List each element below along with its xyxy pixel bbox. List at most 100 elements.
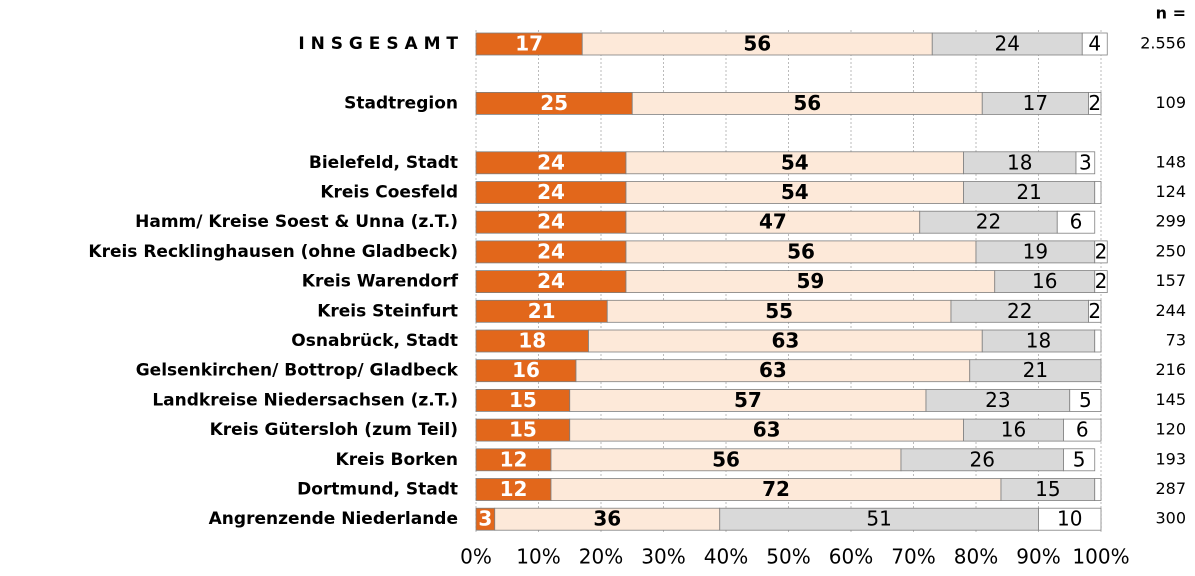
- value-label: 3: [1079, 150, 1092, 174]
- value-label: 47: [759, 210, 787, 234]
- value-label: 63: [771, 329, 799, 353]
- category-label: Bielefeld, Stadt: [309, 153, 458, 173]
- value-label: 2: [1088, 91, 1101, 115]
- n-value: 120: [1155, 420, 1186, 439]
- value-label: 15: [509, 418, 537, 442]
- value-label: 2: [1095, 239, 1108, 263]
- value-label: 6: [1076, 418, 1089, 442]
- category-label: Kreis Steinfurt: [317, 301, 458, 321]
- bar-segment: [1063, 418, 1102, 442]
- value-label: 5: [1079, 388, 1092, 412]
- value-label: 16: [512, 358, 540, 382]
- value-label: 57: [734, 388, 762, 412]
- value-label: 19: [1023, 239, 1048, 263]
- value-label: 2: [1088, 299, 1101, 323]
- bar-segment: [1038, 507, 1102, 531]
- bar-segment: [969, 359, 1102, 383]
- value-label: 2: [1095, 269, 1108, 293]
- value-label: 17: [1023, 91, 1048, 115]
- n-value: 299: [1155, 212, 1186, 231]
- value-label: 12: [500, 477, 528, 501]
- x-tick-label: 70%: [891, 545, 935, 569]
- n-value: 145: [1155, 390, 1186, 409]
- n-value: 157: [1155, 271, 1186, 290]
- value-label: 18: [518, 329, 546, 353]
- value-label: 59: [796, 269, 824, 293]
- category-label: Osnabrück, Stadt: [291, 331, 458, 351]
- x-tick-label: 20%: [579, 545, 623, 569]
- n-value: 73: [1166, 331, 1186, 350]
- n-value: 193: [1155, 449, 1186, 468]
- value-label: 22: [1007, 299, 1032, 323]
- n-value: 148: [1155, 152, 1186, 171]
- bar-segment: [1094, 478, 1102, 501]
- x-tick-label: 0%: [460, 545, 492, 569]
- n-value: 2.556: [1140, 34, 1186, 53]
- value-label: 56: [787, 239, 815, 263]
- bar-segment: [1094, 270, 1108, 294]
- n-value: 250: [1155, 241, 1186, 260]
- value-label: 21: [528, 299, 556, 323]
- category-label: Landkreise Niedersachsen (z.T.): [152, 390, 458, 410]
- n-value: 124: [1155, 182, 1186, 201]
- value-label: 18: [1026, 329, 1051, 353]
- n-value: 244: [1155, 301, 1186, 320]
- bar-segment: [1088, 299, 1102, 323]
- value-label: 36: [593, 507, 621, 531]
- value-label: 16: [1001, 418, 1026, 442]
- category-label: Kreis Recklinghausen (ohne Gladbeck): [88, 242, 458, 262]
- category-label: Angrenzende Niederlande: [209, 509, 458, 529]
- bar-segment: [1063, 448, 1096, 472]
- category-label: Stadtregion: [344, 93, 458, 113]
- value-label: 10: [1057, 507, 1082, 531]
- value-label: 24: [537, 239, 565, 263]
- n-value: 216: [1155, 360, 1186, 379]
- n-value: 287: [1155, 479, 1186, 498]
- n-value: 300: [1155, 509, 1186, 528]
- value-label: 24: [537, 269, 565, 293]
- bar-segment: [1075, 151, 1096, 175]
- value-label: 56: [743, 32, 771, 56]
- value-label: 3: [478, 507, 492, 531]
- category-label: Kreis Warendorf: [302, 272, 459, 292]
- x-tick-label: 50%: [766, 545, 810, 569]
- category-label: Kreis Coesfeld: [320, 183, 458, 203]
- x-tick-label: 100%: [1072, 545, 1129, 569]
- value-label: 12: [500, 447, 528, 471]
- value-label: 25: [540, 91, 568, 115]
- value-label: 4: [1088, 32, 1101, 56]
- value-label: 16: [1032, 269, 1057, 293]
- value-label: 72: [762, 477, 790, 501]
- value-label: 15: [1035, 477, 1060, 501]
- x-tick-label: 10%: [516, 545, 560, 569]
- value-label: 24: [537, 150, 565, 174]
- value-label: 15: [509, 388, 537, 412]
- value-label: 24: [995, 32, 1020, 56]
- value-label: 51: [866, 507, 891, 531]
- bar-segment: [1094, 329, 1102, 353]
- category-label: Kreis Gütersloh (zum Teil): [210, 420, 458, 440]
- category-label: Hamm/ Kreise Soest & Unna (z.T.): [135, 212, 458, 232]
- bar-segment: [1094, 240, 1108, 264]
- value-label: 63: [753, 418, 781, 442]
- category-label: Dortmund, Stadt: [297, 480, 458, 500]
- value-label: 6: [1070, 210, 1083, 234]
- bar-segment: [1088, 92, 1102, 115]
- value-label: 55: [765, 299, 793, 323]
- x-tick-label: 40%: [704, 545, 748, 569]
- value-label: 54: [781, 150, 809, 174]
- bar-segment: [1069, 388, 1102, 412]
- value-label: 56: [712, 447, 740, 471]
- value-label: 21: [1023, 358, 1048, 382]
- value-label: 54: [781, 180, 809, 204]
- value-label: 23: [985, 388, 1010, 412]
- value-label: 5: [1073, 447, 1086, 471]
- x-tick-label: 80%: [954, 545, 998, 569]
- value-label: 18: [1007, 150, 1032, 174]
- bar-segment: [1056, 210, 1096, 234]
- x-tick-label: 90%: [1016, 545, 1060, 569]
- value-label: 24: [537, 210, 565, 234]
- bar-segment: [1094, 181, 1102, 204]
- value-label: 17: [515, 32, 543, 56]
